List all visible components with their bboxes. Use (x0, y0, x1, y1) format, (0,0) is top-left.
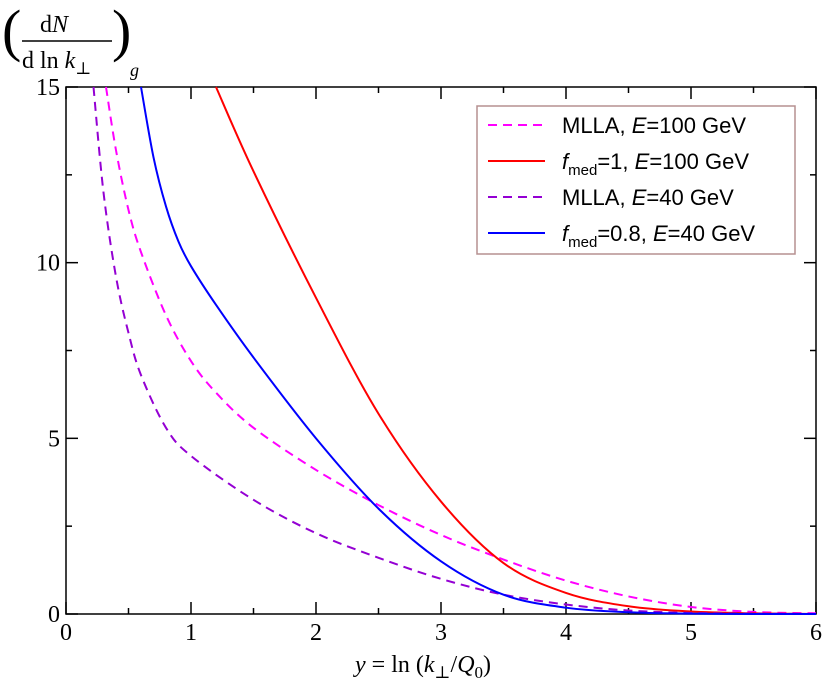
y-label-dln: d ln (22, 48, 65, 74)
x-label-close: ) (483, 652, 491, 678)
y-label-k: k (65, 48, 76, 74)
legend: MLLA, E=100 GeV fmed=1, E=100 GeV MLLA, … (476, 105, 796, 255)
y-label-d: d (40, 12, 52, 38)
legend-label-mlla-40: MLLA, E=40 GeV (562, 185, 734, 210)
y-tick-label: 10 (36, 251, 60, 277)
x-label-k: k (424, 652, 435, 678)
series-layer (92, 86, 817, 616)
x-label-y: y (353, 652, 366, 678)
x-axis-label: y = ln (k⊥/Q0) (353, 652, 491, 682)
y-label-close-paren: ) (112, 0, 131, 63)
y-tick-label: 15 (36, 75, 60, 101)
x-tick-label: 5 (685, 620, 697, 646)
series-line-2 (92, 86, 817, 615)
legend-label-fmed08-40: fmed=0.8, E=40 GeV (562, 221, 755, 251)
x-tick-label: 0 (60, 620, 72, 646)
x-tick-label: 2 (310, 620, 322, 646)
series-line-0 (105, 86, 817, 615)
x-label-zero: 0 (475, 663, 484, 682)
x-label-slash: / (451, 652, 458, 678)
y-label-open-paren: ( (2, 0, 21, 63)
x-label-Q: Q (457, 652, 474, 678)
series-line-3 (140, 86, 817, 616)
x-tick-label: 4 (560, 620, 572, 646)
x-tick-label: 1 (185, 620, 197, 646)
y-label-denominator: d ln k⊥ (22, 48, 91, 78)
y-tick-label: 0 (48, 602, 60, 628)
x-tick-label: 6 (810, 620, 822, 646)
y-label-N: N (51, 12, 70, 38)
axis-tick-labels: 0 1 2 3 4 5 6 0 5 10 15 (36, 75, 822, 646)
x-tick-label: 3 (435, 620, 447, 646)
y-axis-label: ( dN d ln k⊥ ) g (2, 0, 139, 80)
legend-label-mlla-100: MLLA, E=100 GeV (562, 113, 746, 138)
y-tick-label: 5 (48, 426, 60, 452)
y-label-perp: ⊥ (75, 59, 91, 78)
series-line-1 (215, 86, 817, 615)
y-label-subscript: g (130, 60, 139, 80)
y-label-numerator: dN (40, 12, 70, 38)
x-label-perp: ⊥ (435, 663, 451, 682)
x-label-eq: = ln ( (366, 652, 424, 678)
axis-ticks (65, 86, 817, 615)
legend-label-fmed1-100: fmed=1, E=100 GeV (562, 149, 749, 179)
legend-box (476, 105, 796, 255)
